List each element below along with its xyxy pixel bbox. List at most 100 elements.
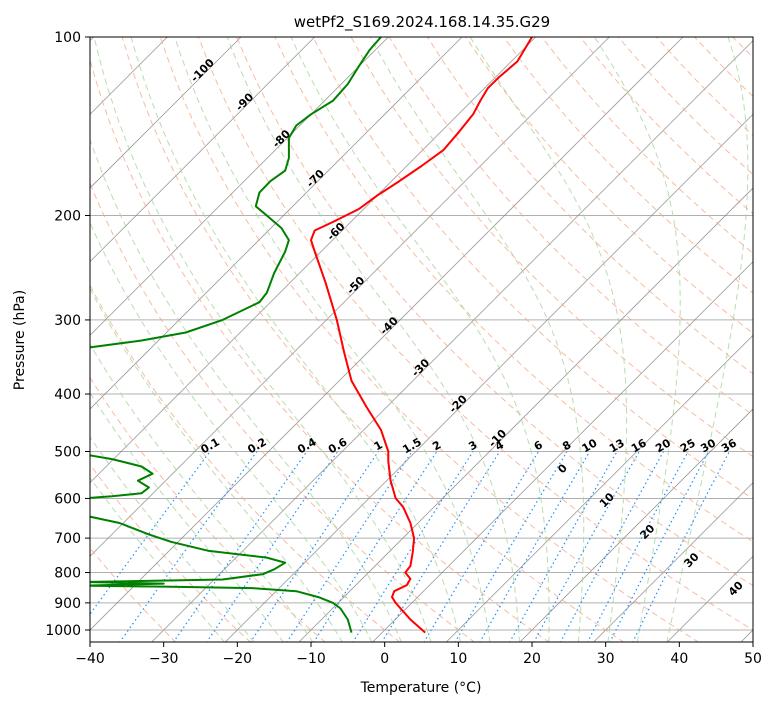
mixing-ratio-line bbox=[313, 451, 438, 642]
mixing-ratio-label: 0.4 bbox=[295, 435, 319, 456]
y-tick-label: 100 bbox=[54, 30, 81, 46]
dry-adiabat-line bbox=[350, 37, 753, 458]
dry-adiabat-line bbox=[388, 37, 753, 416]
dry-adiabat-line bbox=[236, 37, 753, 587]
x-tick-label: −10 bbox=[296, 651, 326, 667]
isotherm-label: -70 bbox=[304, 167, 327, 190]
isotherm-line bbox=[445, 334, 753, 642]
y-tick-label: 800 bbox=[54, 566, 81, 582]
mixing-ratio-label: 0.1 bbox=[199, 435, 222, 456]
x-tick-label: −30 bbox=[149, 651, 179, 667]
x-tick-label: 30 bbox=[597, 651, 615, 667]
mixing-ratio-line bbox=[381, 451, 501, 642]
y-tick-label: 300 bbox=[54, 313, 81, 329]
dry-adiabat-line bbox=[771, 37, 775, 643]
chart-title: wetPf2_S169.2024.168.14.35.G29 bbox=[294, 13, 550, 32]
mixing-ratio-line bbox=[559, 451, 665, 642]
dry-adiabat-line bbox=[694, 37, 753, 98]
isotherm-line bbox=[90, 37, 242, 189]
isotherm-label: -20 bbox=[447, 392, 470, 415]
dry-adiabat-line bbox=[90, 463, 251, 642]
moist-adiabat-line bbox=[90, 436, 255, 642]
x-tick-label: −20 bbox=[223, 651, 253, 667]
dry-adiabat-line bbox=[465, 37, 753, 334]
mixing-ratio-line bbox=[249, 451, 379, 642]
isotherm-label: -40 bbox=[378, 314, 401, 337]
moist-adiabat-line bbox=[90, 287, 343, 642]
moist-adiabat-line bbox=[90, 138, 402, 642]
dry-adiabat-line bbox=[312, 37, 753, 500]
mixing-ratio-line bbox=[352, 451, 474, 642]
mixing-ratio-label: 13 bbox=[607, 436, 627, 455]
dry-adiabat-line bbox=[90, 376, 326, 642]
mixing-ratio-line bbox=[586, 451, 689, 642]
moist-adiabat-line bbox=[174, 37, 491, 642]
isotherm-line bbox=[666, 555, 753, 642]
x-tick-label: 10 bbox=[449, 651, 467, 667]
mixing-ratio-label: 36 bbox=[719, 436, 739, 455]
mixing-ratio-line bbox=[454, 451, 568, 642]
dry-adiabat-line bbox=[198, 37, 753, 631]
isotherm-line bbox=[151, 40, 753, 642]
dry-adiabat-line bbox=[656, 37, 753, 137]
mixing-ratio-line bbox=[632, 451, 730, 642]
y-tick-label: 700 bbox=[54, 531, 81, 547]
isotherm-label: -90 bbox=[233, 90, 256, 113]
isotherm-line bbox=[90, 37, 684, 631]
moist-adiabat-line bbox=[130, 37, 461, 642]
x-axis: −40 −30 −20 −10 0 10 20 30 40 50 bbox=[75, 642, 762, 667]
dry-adiabat-line bbox=[90, 181, 476, 642]
dry-adiabat-line bbox=[617, 37, 753, 176]
isotherm-line bbox=[740, 629, 753, 642]
mixing-ratio-label: 30 bbox=[698, 436, 718, 455]
mixing-ratio-line bbox=[509, 451, 618, 642]
mixing-ratio-label: 16 bbox=[629, 436, 649, 455]
y-axis-label: Pressure (hPa) bbox=[12, 290, 28, 390]
isotherm-line bbox=[593, 482, 753, 642]
moist-adiabat-line bbox=[290, 37, 550, 642]
dry-adiabat-line bbox=[503, 37, 753, 294]
moist-adiabat-line bbox=[90, 477, 225, 642]
x-tick-label: 40 bbox=[670, 651, 688, 667]
mixing-ratio-line bbox=[533, 451, 640, 642]
x-tick-label: −40 bbox=[75, 651, 105, 667]
moist-adiabat-line bbox=[90, 392, 284, 642]
mixing-ratio-line bbox=[286, 451, 413, 642]
wind-label: 0 bbox=[555, 461, 570, 476]
temperature-profile-line bbox=[310, 37, 533, 634]
isotherm-line bbox=[90, 37, 315, 263]
y-tick-label: 500 bbox=[54, 444, 81, 460]
isotherm-label: -10 bbox=[486, 427, 509, 450]
mixing-ratio-label: 10 bbox=[580, 436, 600, 455]
isotherm-line bbox=[372, 261, 753, 642]
dry-adiabat-line bbox=[159, 37, 700, 642]
dry-adiabat-line bbox=[579, 37, 753, 215]
isotherm-line bbox=[90, 37, 463, 410]
x-tick-label: 50 bbox=[744, 651, 762, 667]
mixing-ratio-line bbox=[423, 451, 540, 642]
isotherm-line bbox=[519, 408, 753, 642]
mixing-ratio-label: 0.2 bbox=[245, 435, 268, 456]
isotherm-label: -30 bbox=[409, 356, 432, 379]
isotherm-line bbox=[90, 37, 536, 484]
moist-adiabat-line bbox=[226, 37, 520, 642]
mixing-ratio-label: 0.6 bbox=[326, 435, 350, 456]
series-layer bbox=[90, 37, 533, 634]
wind-label: 30 bbox=[682, 550, 702, 570]
y-tick-label: 400 bbox=[54, 387, 81, 403]
mixing-ratio-label: 1.5 bbox=[400, 435, 423, 456]
moist-adiabat-line bbox=[90, 343, 314, 642]
y-tick-label: 1000 bbox=[45, 623, 81, 639]
wind-label: 40 bbox=[726, 578, 746, 598]
moist-adiabat-line bbox=[469, 37, 628, 642]
isotherm-label: -100 bbox=[188, 56, 217, 85]
x-tick-label: 0 bbox=[380, 651, 389, 667]
x-tick-label: 20 bbox=[523, 651, 541, 667]
isotherm-line bbox=[90, 37, 610, 557]
moist-adiabat-line bbox=[594, 37, 681, 642]
dry-adiabat-line bbox=[274, 37, 753, 543]
y-axis: 1000 900 800 700 600 500 400 300 200 100 bbox=[45, 30, 90, 639]
mixing-ratio-line bbox=[172, 451, 308, 642]
wind-label: 10 bbox=[597, 490, 617, 510]
